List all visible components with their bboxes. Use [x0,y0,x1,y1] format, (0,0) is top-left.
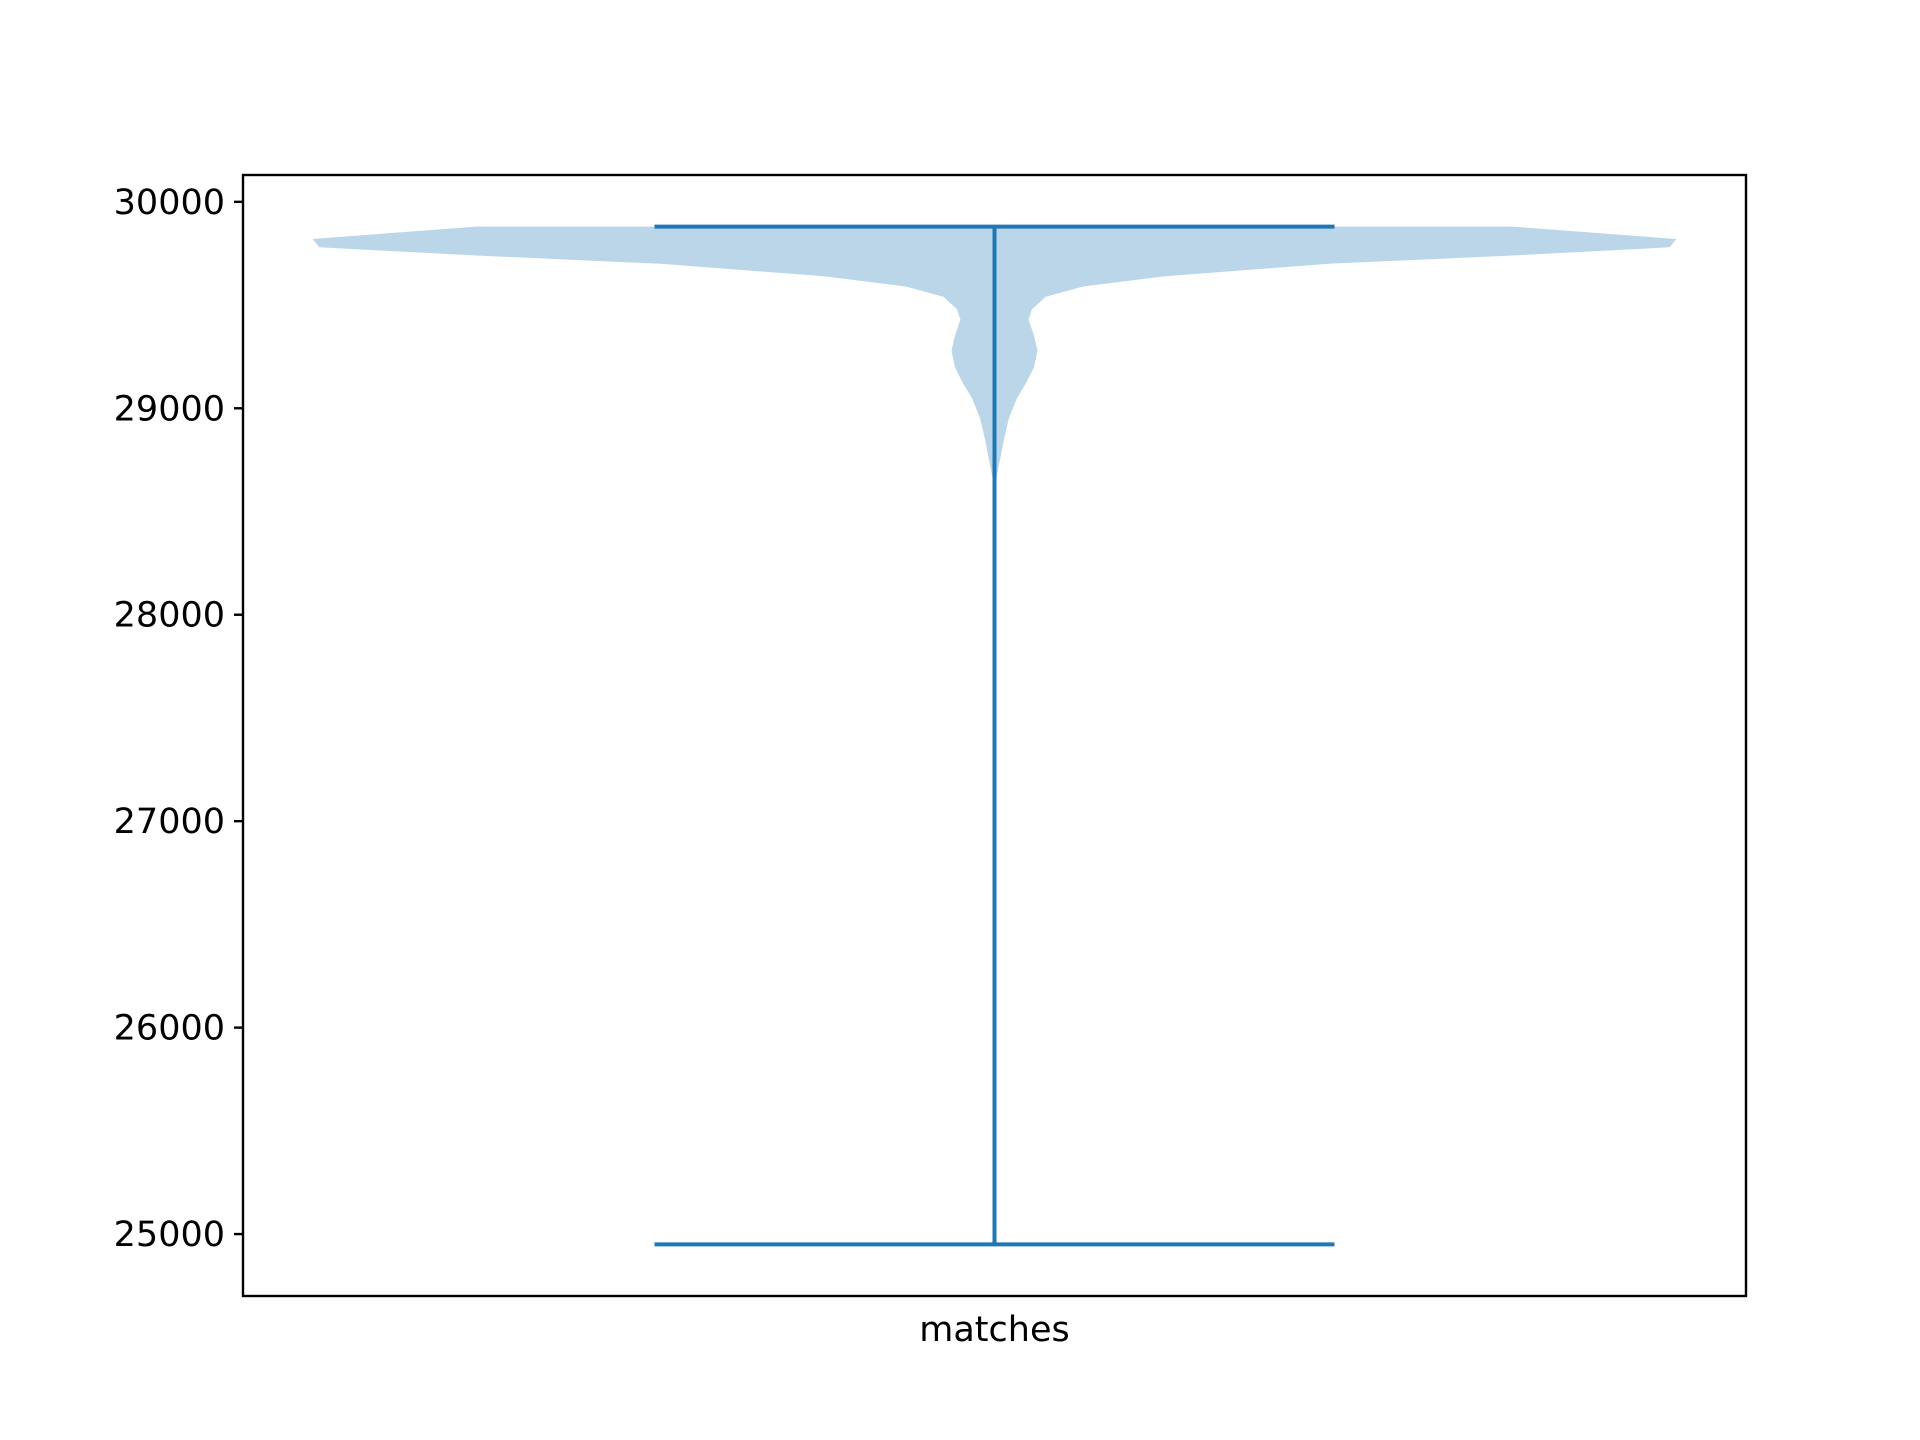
y-tick-label: 26000 [114,1009,225,1049]
y-tick-label: 29000 [114,389,225,429]
plot-frame [241,173,1748,1298]
x-axis: matches [919,1310,1069,1350]
y-tick-label: 28000 [114,596,225,636]
y-tick-label: 25000 [114,1215,225,1255]
y-tick-label: 27000 [114,802,225,842]
x-tick-label: matches [919,1310,1069,1350]
y-axis: 25000 26000 27000 28000 29000 30000 [114,183,243,1255]
y-tick-label: 30000 [114,183,225,223]
violin-layer [312,224,1677,1247]
